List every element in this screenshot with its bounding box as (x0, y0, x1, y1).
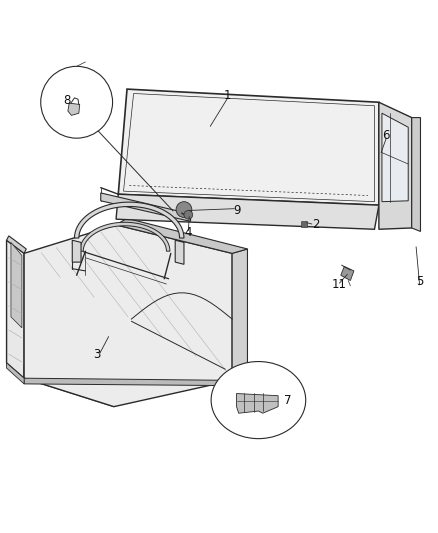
Polygon shape (68, 103, 80, 115)
Text: 1: 1 (224, 89, 232, 102)
Circle shape (184, 211, 193, 219)
Text: 2: 2 (312, 217, 320, 230)
Ellipse shape (211, 361, 306, 439)
Text: 7: 7 (284, 393, 292, 407)
Polygon shape (24, 365, 114, 407)
Polygon shape (74, 202, 184, 238)
Text: 4: 4 (184, 227, 192, 239)
Polygon shape (379, 102, 412, 229)
Polygon shape (116, 219, 247, 253)
Polygon shape (7, 236, 26, 253)
Text: 6: 6 (382, 128, 390, 142)
Circle shape (176, 201, 192, 217)
Polygon shape (7, 363, 24, 384)
Circle shape (41, 66, 113, 138)
Polygon shape (175, 240, 184, 264)
Text: 3: 3 (93, 349, 100, 361)
Polygon shape (341, 266, 354, 280)
Text: 5: 5 (416, 276, 423, 288)
Polygon shape (232, 249, 247, 381)
Polygon shape (116, 194, 379, 229)
Text: 11: 11 (332, 278, 347, 292)
Polygon shape (24, 225, 232, 407)
Polygon shape (7, 240, 24, 378)
Polygon shape (72, 240, 81, 262)
Polygon shape (412, 118, 420, 231)
Polygon shape (11, 243, 22, 328)
Polygon shape (101, 193, 191, 221)
Polygon shape (237, 393, 278, 413)
Polygon shape (382, 113, 408, 201)
Text: 8: 8 (63, 94, 70, 107)
Polygon shape (118, 89, 379, 205)
Polygon shape (24, 378, 232, 386)
Text: 9: 9 (233, 204, 240, 217)
Polygon shape (80, 222, 170, 251)
